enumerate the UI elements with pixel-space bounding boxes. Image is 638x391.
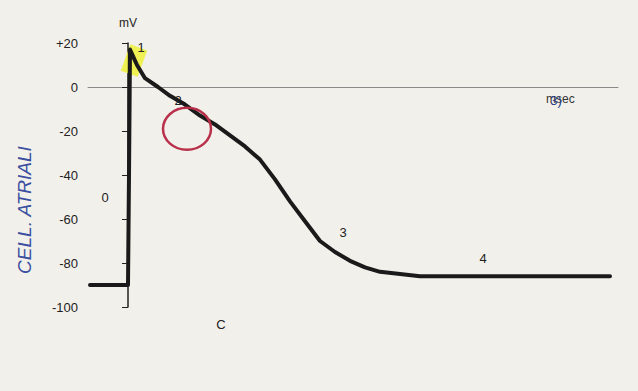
svg-text:CELL. ATRIALI: CELL. ATRIALI (14, 145, 35, 273)
svg-text:mV: mV (119, 16, 137, 30)
svg-text:0: 0 (101, 190, 108, 205)
svg-text:C: C (216, 317, 225, 332)
svg-text:3): 3) (550, 93, 562, 108)
svg-text:-80: -80 (59, 256, 78, 271)
svg-text:-40: -40 (59, 168, 78, 183)
svg-text:-60: -60 (59, 212, 78, 227)
svg-text:0: 0 (71, 80, 78, 95)
svg-text:+20: +20 (56, 36, 78, 51)
svg-text:-20: -20 (59, 124, 78, 139)
svg-text:1: 1 (137, 40, 144, 55)
svg-text:3: 3 (339, 225, 346, 240)
svg-text:4: 4 (479, 251, 486, 266)
svg-text:2: 2 (174, 93, 181, 108)
svg-text:-100: -100 (52, 300, 78, 315)
